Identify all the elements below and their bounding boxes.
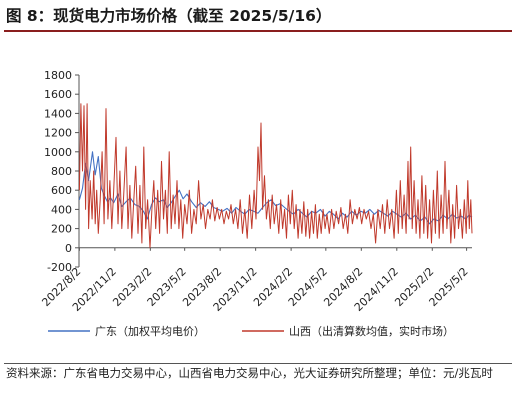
y-tick-label: 1000 xyxy=(44,146,72,159)
y-tick-label: 200 xyxy=(51,223,72,236)
chart-title: 图 8：现货电力市场价格（截至 2025/5/16） xyxy=(6,7,332,25)
y-tick-label: 1200 xyxy=(44,127,72,140)
y-tick-label: 1600 xyxy=(44,88,72,101)
y-tick-label: -200 xyxy=(47,261,72,274)
y-tick-label: 1400 xyxy=(44,107,72,120)
y-tick-label: 600 xyxy=(51,184,72,197)
y-tick-label: 1800 xyxy=(44,69,72,82)
legend-shanxi-label: 山西（出清算数均值，实时市场） xyxy=(289,324,454,338)
series-line-guangdong xyxy=(78,151,473,225)
series-line-shanxi xyxy=(78,103,473,249)
legend-guangdong-label: 广东（加权平均电价） xyxy=(95,325,205,338)
price-line-chart: 180016001400120010008006004002000-200202… xyxy=(39,69,473,338)
source-note: 资料来源：广东省电力交易中心，山西省电力交易中心，光大证券研究所整理；单位：元/… xyxy=(6,366,493,380)
y-tick-label: 400 xyxy=(51,203,72,216)
source-divider xyxy=(4,363,512,364)
y-tick-label: 0 xyxy=(65,242,72,255)
title-divider xyxy=(4,30,512,32)
y-tick-label: 800 xyxy=(51,165,72,178)
